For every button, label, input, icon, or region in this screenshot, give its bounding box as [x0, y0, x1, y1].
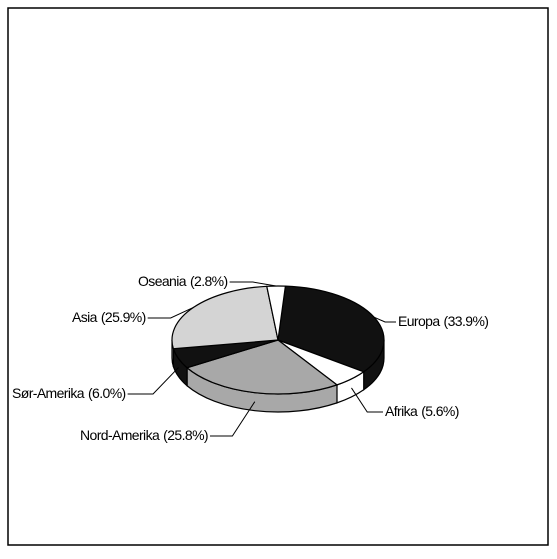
- leader-line: [209, 401, 256, 437]
- slice-label: Sør-Amerika (6.0%): [12, 385, 126, 401]
- category-label: Afrika: [385, 403, 418, 419]
- value-label: (6.0%): [88, 385, 126, 401]
- slice-label: Nord-Amerika (25.8%): [80, 427, 208, 443]
- slice-label: Oseania (2.8%): [138, 273, 228, 289]
- value-label: (25.9%): [101, 309, 146, 325]
- leader-line: [373, 316, 396, 323]
- leader-line: [127, 367, 179, 395]
- leader-line: [229, 281, 277, 287]
- slice: [171, 285, 279, 367]
- slice-top: [277, 285, 385, 373]
- slice-top: [266, 285, 287, 341]
- value-label: (25.8%): [163, 427, 208, 443]
- category-label: Nord-Amerika: [80, 427, 160, 443]
- slice-label: Asia (25.9%): [72, 309, 146, 325]
- category-label: Sør-Amerika: [12, 385, 85, 401]
- slice-label: Europa (33.9%): [398, 313, 488, 329]
- leader-line: [147, 306, 194, 319]
- slice: [266, 285, 287, 341]
- value-label: (2.8%): [190, 273, 228, 289]
- slice-top: [185, 339, 339, 395]
- leader-line: [351, 387, 383, 413]
- category-label: Oseania: [138, 273, 187, 289]
- frame: [7, 7, 549, 546]
- value-label: (33.9%): [444, 313, 489, 329]
- category-label: Europa: [398, 313, 440, 329]
- value-label: (5.6%): [421, 403, 459, 419]
- slice-top: [171, 285, 279, 350]
- category-label: Asia: [72, 309, 98, 325]
- slice-label: Afrika (5.6%): [385, 403, 459, 419]
